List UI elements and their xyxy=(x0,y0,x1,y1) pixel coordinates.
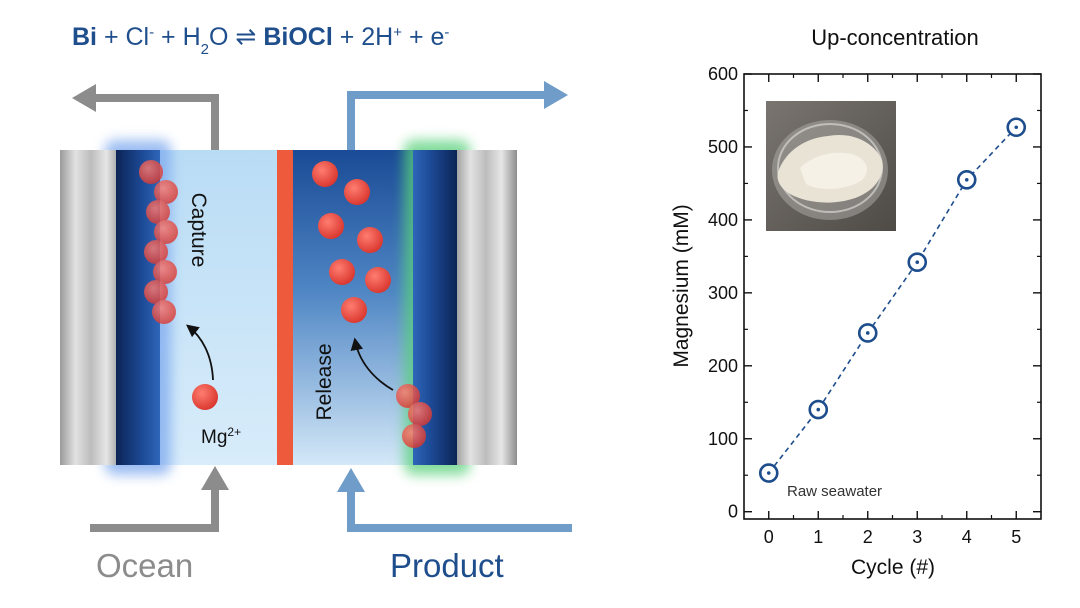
eq-arrow: ⇌ xyxy=(228,23,263,51)
eq-2h: 2H xyxy=(361,23,393,51)
product-outlet-arrow xyxy=(347,81,568,150)
eq-plus-2: + xyxy=(154,23,183,51)
membrane xyxy=(277,150,293,465)
right-current-collector xyxy=(455,150,517,465)
mg-ion-charge: 2+ xyxy=(227,425,241,439)
captured-ions xyxy=(139,160,178,324)
product-inlet-arrow xyxy=(337,468,572,532)
inset-photo-salt xyxy=(766,101,896,231)
chart-axes: 0 1 2 3 4 5 0 100 200 300 400 500 600 xyxy=(708,64,1041,547)
x-axis-label: Cycle (#) xyxy=(851,556,935,579)
raw-seawater-annotation: Raw seawater xyxy=(787,483,882,500)
eq-o: O xyxy=(209,23,228,51)
data-point-dot xyxy=(964,177,969,182)
eq-plus-3: + xyxy=(333,23,362,51)
data-point-dot xyxy=(865,331,870,335)
eq-cl-charge: - xyxy=(149,24,154,41)
chart: Up-concentration 0 1 2 3 4 5 0 100 200 300 400 500 6… xyxy=(670,25,1042,579)
eq-e-charge: - xyxy=(444,24,449,41)
eq-h: H xyxy=(183,23,201,51)
y-axis-label: Magnesium (mM) xyxy=(670,204,693,367)
eq-cl: Cl xyxy=(126,23,150,51)
series-line xyxy=(768,126,1017,474)
mg-ion-label-text: Mg xyxy=(201,427,227,448)
eq-plus-4: + xyxy=(402,23,431,51)
y-tick-label: 0 xyxy=(728,502,738,522)
releasing-ions xyxy=(396,384,432,448)
x-tick-label: 5 xyxy=(1011,527,1021,547)
y-tick-label: 500 xyxy=(708,137,738,157)
ocean-inlet-arrow xyxy=(90,466,229,532)
y-tick-label: 200 xyxy=(708,356,738,376)
data-point-dot xyxy=(766,471,771,475)
mg-ion xyxy=(192,384,218,410)
y-tick-label: 400 xyxy=(708,210,738,230)
release-label: Release xyxy=(313,343,336,420)
electrochemical-cell: Capture Release Mg2+ xyxy=(60,140,517,475)
ocean-label: Ocean xyxy=(96,547,193,584)
ocean-outlet-arrow xyxy=(72,84,219,150)
x-tick-label: 0 xyxy=(764,527,774,547)
y-tick-label: 100 xyxy=(708,429,738,449)
x-tick-label: 3 xyxy=(912,527,922,547)
y-tick-label: 300 xyxy=(708,283,738,303)
eq-h2o-sub: 2 xyxy=(201,41,209,58)
ocean-channel xyxy=(160,150,277,465)
eq-bi: Bi xyxy=(72,23,97,51)
product-label: Product xyxy=(390,547,504,584)
release-path-arrow xyxy=(350,337,394,391)
chart-title: Up-concentration xyxy=(811,25,979,50)
x-tick-label: 4 xyxy=(962,527,972,547)
x-tick-label: 2 xyxy=(863,527,873,547)
reaction-equation: Bi + Cl- + H2O ⇌ BiOCl + 2H+ + e- xyxy=(72,23,449,58)
eq-e: e xyxy=(431,23,445,51)
capture-path-arrow xyxy=(186,324,214,381)
data-point-dot xyxy=(1014,125,1019,130)
released-ions xyxy=(312,161,391,323)
x-tick-label: 1 xyxy=(813,527,823,547)
data-point-dot xyxy=(816,407,821,412)
left-current-collector xyxy=(60,150,122,465)
capture-label: Capture xyxy=(187,193,210,268)
y-tick-label: 600 xyxy=(708,64,738,84)
data-point-dot xyxy=(915,260,920,265)
eq-biocl: BiOCl xyxy=(263,23,332,51)
eq-h-charge: + xyxy=(393,24,402,41)
mg-ion-label: Mg2+ xyxy=(201,425,241,448)
eq-plus-1: + xyxy=(97,23,126,51)
chart-series xyxy=(758,117,1027,483)
